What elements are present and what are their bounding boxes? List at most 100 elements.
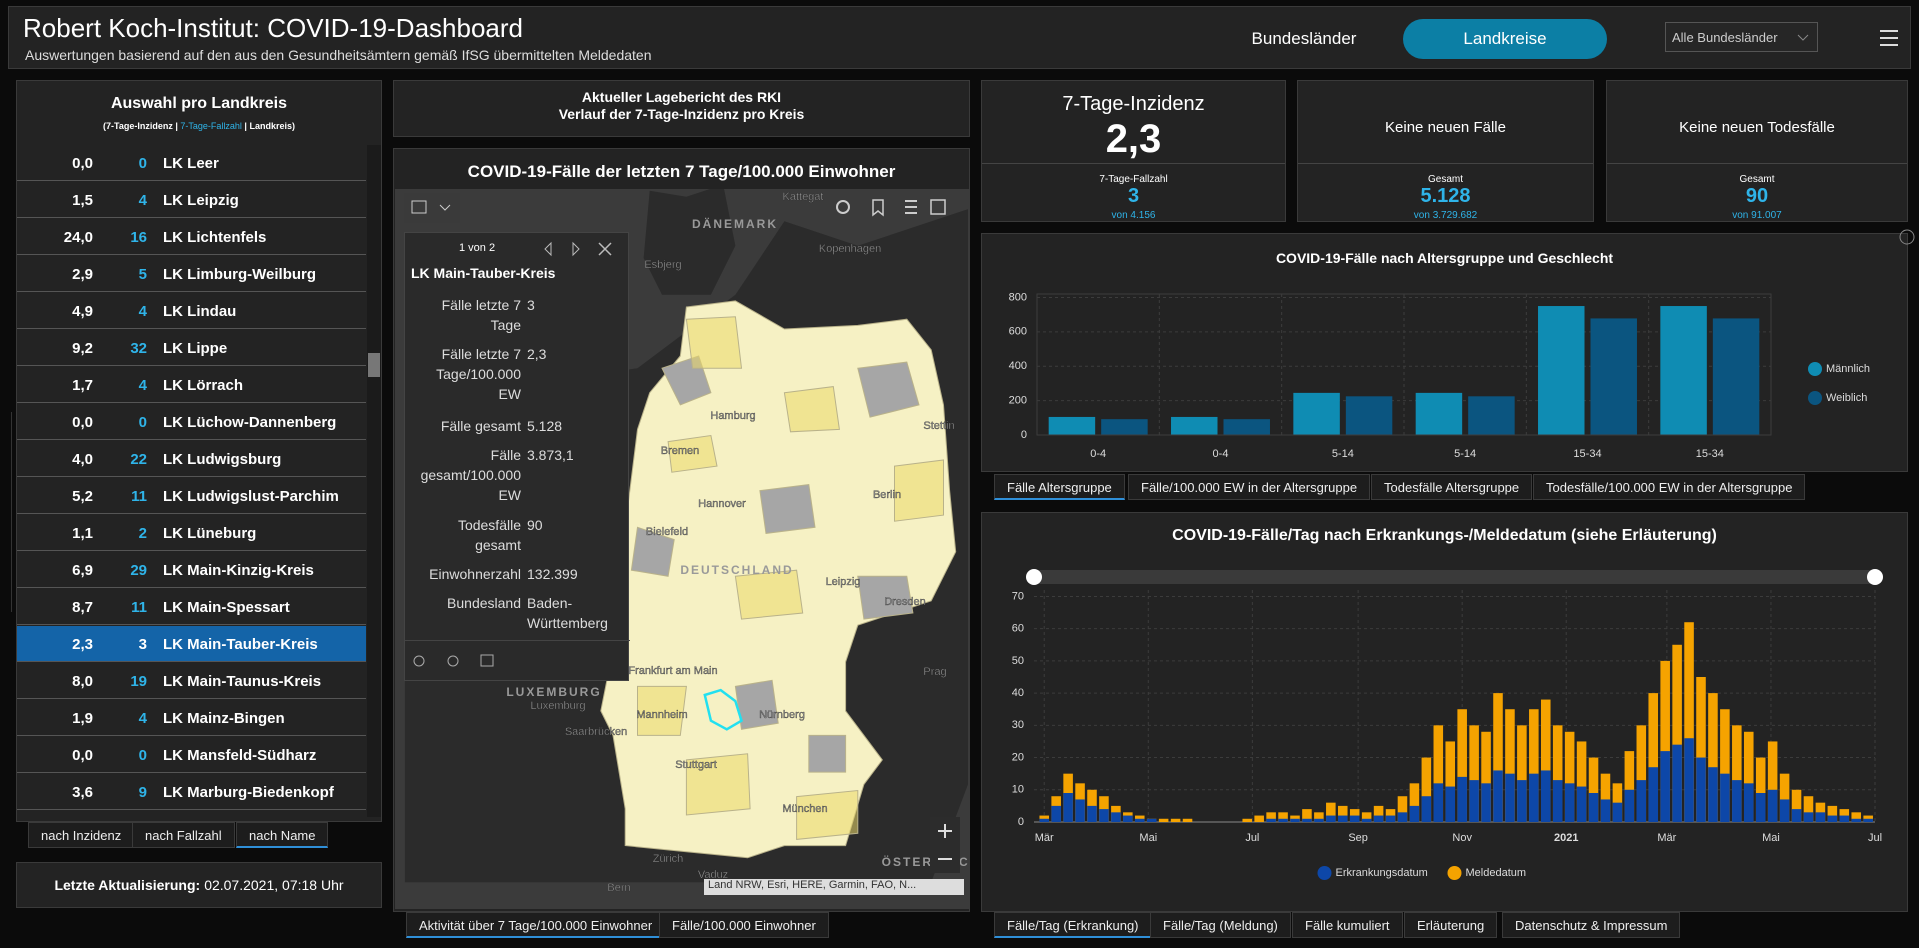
sort-tab[interactable]: nach Inzidenz <box>28 822 135 848</box>
list-row[interactable]: 4,0 22 LK Ludwigsburg <box>17 441 366 477</box>
district-name: LK Lüneburg <box>163 525 257 542</box>
bar <box>1101 419 1148 435</box>
bar <box>1732 725 1742 822</box>
map-label: Hamburg <box>710 410 755 422</box>
list-row[interactable]: 0,0 0 LK Lüchow-Dannenberg <box>17 404 366 440</box>
chart-tab[interactable]: Fälle/Tag (Meldung) <box>1150 912 1291 938</box>
bar <box>1373 815 1384 822</box>
district-name: LK Main-Taunus-Kreis <box>163 673 322 690</box>
dropdown-arrow <box>1797 34 1809 41</box>
sort-tab[interactable]: nach Name <box>236 822 329 848</box>
x-tick-label: 2021 <box>1554 832 1578 844</box>
list-row[interactable]: 8,7 11 LK Main-Spessart <box>17 589 366 625</box>
map-tab[interactable]: Fälle/100.000 Einwohner <box>659 912 829 938</box>
list-row[interactable]: 6,9 29 LK Main-Kinzig-Kreis <box>17 552 366 588</box>
incidence: 4,0 <box>72 451 93 468</box>
legend-part: 7-Tage-Fallzahl <box>180 121 242 131</box>
legend-label: Meldedatum <box>1466 867 1527 879</box>
map-label: Luxemburg <box>530 700 585 712</box>
field-value: 2,3 <box>527 346 547 362</box>
list-row[interactable]: 5,2 11 LK Ludwigslust-Parchim <box>17 478 366 514</box>
bar <box>1469 725 1479 822</box>
slider-handle[interactable] <box>1867 569 1883 585</box>
report-line[interactable]: Aktueller Lagebericht des RKI <box>581 89 782 105</box>
map-label: Vaduz <box>698 869 728 881</box>
y-tick-label: 0 <box>1018 816 1024 828</box>
district-name: LK Lindau <box>163 303 237 320</box>
list-row[interactable]: 0,0 0 LK Mansfeld-Südharz <box>17 737 366 773</box>
bar <box>1648 693 1659 822</box>
list-row[interactable]: 24,0 16 LK Lichtenfels <box>17 219 366 255</box>
field-label: Fälle letzte 7 Tage/100.000 EW <box>436 346 521 402</box>
bar <box>1302 818 1312 822</box>
chart-tab[interactable]: Fälle kumuliert <box>1292 912 1403 938</box>
incidence: 4,9 <box>72 303 93 320</box>
bar <box>1345 396 1393 435</box>
nav-button[interactable]: Bundesländer <box>1251 29 1357 48</box>
region-yellow <box>685 753 751 816</box>
bar <box>1039 818 1050 822</box>
chart-tab[interactable]: Fälle/100.000 EW in der Altersgruppe <box>1128 474 1371 500</box>
bar <box>1278 812 1288 822</box>
chart-tab[interactable]: Fälle/Tag (Erkrankung) <box>994 912 1152 938</box>
list-row[interactable]: 9,2 32 LK Lippe <box>17 330 366 366</box>
chart-tab[interactable]: Fälle Altersgruppe <box>994 474 1125 500</box>
nav-button[interactable]: Landkreise <box>1403 19 1607 59</box>
district-panel: Auswahl pro Landkreis (7-Tage-Inzidenz | … <box>16 80 382 822</box>
y-tick-label: 40 <box>1012 687 1024 699</box>
map-title: COVID-19-Fälle der letzten 7 Tage/100.00… <box>467 162 896 181</box>
chart-layer: 0 200 400 600 800 0-4 0-4 5-14 5-14 15-34 15-34 Män… <box>1009 291 1870 460</box>
chart-tab[interactable]: Todesfälle/100.000 EW in der Altersgrupp… <box>1533 474 1806 500</box>
map-tab[interactable]: Aktivität über 7 Tage/100.000 Einwohner <box>406 912 666 938</box>
card-sub-value: 3 <box>1127 185 1140 207</box>
bar <box>1223 419 1270 435</box>
incidence: 1,1 <box>72 525 93 542</box>
list-row[interactable]: 4,9 4 LK Lindau <box>17 293 366 329</box>
chart-tab[interactable]: Todesfälle Altersgruppe <box>1371 474 1533 500</box>
pan-icon <box>413 655 425 667</box>
list-row[interactable]: 2,9 5 LK Limburg-Weilburg <box>17 256 366 292</box>
update-value: 02.07.2021, 07:18 Uhr <box>204 877 344 893</box>
list-row[interactable]: 1,7 4 LK Lörrach <box>17 367 366 403</box>
bar <box>1170 818 1181 822</box>
dropdown[interactable]: Alle Bundesländer <box>1665 22 1818 52</box>
bar <box>1111 812 1121 822</box>
district-name: LK Mainz-Bingen <box>163 710 285 727</box>
menu-icon[interactable] <box>1879 29 1899 47</box>
list-row[interactable]: 3,6 9 LK Marburg-Biedenkopf <box>17 774 366 810</box>
report-line[interactable]: Verlauf der 7-Tage-Inzidenz pro Kreis <box>558 106 805 122</box>
bar <box>1293 392 1340 435</box>
list-row[interactable]: 8,0 19 LK Main-Taunus-Kreis <box>17 663 366 699</box>
bar <box>1779 799 1790 822</box>
chart-tab[interactable]: Datenschutz & Impressum <box>1502 912 1681 938</box>
map-label: DEUTSCHLAND <box>680 563 793 577</box>
bar <box>1385 815 1396 822</box>
case-count: 29 <box>130 562 147 579</box>
sort-tab[interactable]: nach Fallzahl <box>132 822 235 848</box>
chart-tab[interactable]: Erläuterung <box>1404 912 1498 938</box>
card-divider <box>982 163 1285 164</box>
bar <box>1314 812 1324 822</box>
chart-title: COVID-19-Fälle/Tag nach Erkrankungs-/Mel… <box>1172 527 1717 544</box>
list-row[interactable]: 1,9 4 LK Mainz-Bingen <box>17 700 366 736</box>
bar <box>1314 818 1324 822</box>
case-count: 0 <box>138 155 147 172</box>
incidence: 6,9 <box>72 562 93 579</box>
list-row[interactable]: 2,3 3 LK Main-Tauber-Kreis <box>17 626 366 662</box>
legend-part: | Landkreis) <box>241 121 295 131</box>
map-label: Hannover <box>698 498 746 510</box>
list-row[interactable]: 1,1 2 LK Lüneburg <box>17 515 366 551</box>
slider-handle[interactable] <box>1026 569 1042 585</box>
x-tick-label: 5-14 <box>1332 448 1354 460</box>
field-value: 5.128 <box>527 418 563 434</box>
field-label: Fälle letzte 7 Tage <box>441 297 521 333</box>
next <box>572 241 580 257</box>
case-count: 4 <box>138 303 147 320</box>
y-tick-label: 200 <box>1009 395 1027 407</box>
list-row[interactable]: 0,0 0 LK Leer <box>17 145 366 181</box>
x-tick-label: Nov <box>1452 832 1472 844</box>
list-row[interactable]: 1,5 4 LK Leipzig <box>17 182 366 218</box>
bar <box>1457 709 1467 822</box>
attribution: Land NRW, Esri, HERE, Garmin, FAO, N... <box>704 879 964 895</box>
